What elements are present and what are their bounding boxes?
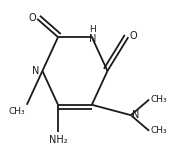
Text: N: N (32, 66, 40, 76)
Text: N: N (132, 110, 139, 120)
Text: CH₃: CH₃ (150, 126, 167, 135)
Text: O: O (28, 13, 36, 23)
Text: N: N (89, 34, 96, 44)
Text: O: O (130, 31, 137, 42)
Text: CH₃: CH₃ (150, 95, 167, 104)
Text: NH₂: NH₂ (49, 135, 67, 145)
Text: CH₃: CH₃ (9, 107, 26, 116)
Text: H: H (89, 25, 96, 34)
